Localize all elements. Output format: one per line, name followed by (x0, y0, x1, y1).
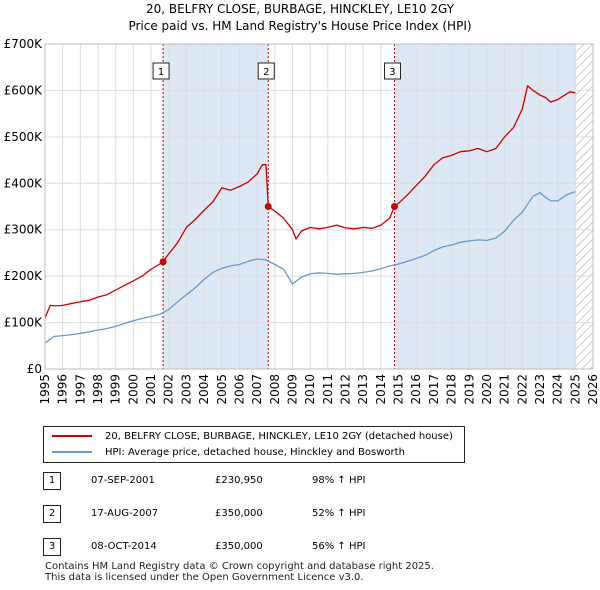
x-tick-label: 2022 (515, 374, 529, 405)
legend-item-price-paid: 20, BELFRY CLOSE, BURBAGE, HINCKLEY, LE1… (44, 428, 453, 444)
legend-label-price-paid: 20, BELFRY CLOSE, BURBAGE, HINCKLEY, LE1… (105, 430, 453, 442)
x-tick-label: 2010 (303, 374, 317, 405)
x-tick-label: 2018 (445, 374, 459, 405)
x-tick-label: 2025 (568, 374, 582, 405)
x-tick-label: 2020 (480, 374, 494, 405)
price-paid-series-line (44, 85, 576, 319)
footer-license: This data is licensed under the Open Gov… (45, 572, 364, 583)
sale-date: 07-SEP-2001 (91, 475, 155, 486)
x-tick-label: 1996 (56, 374, 70, 405)
sale-row: 3 08-OCT-2014 £350,000 56% ↑ HPI (43, 538, 463, 556)
sale-marker-box (257, 62, 275, 80)
sale-row: 1 07-SEP-2001 £230,950 98% ↑ HPI (43, 472, 463, 490)
y-tick-label: £0 (27, 362, 42, 376)
x-tick-label: 2006 (232, 374, 246, 405)
sale-number-badge: 3 (43, 538, 61, 556)
x-tick-label: 2017 (427, 374, 441, 405)
sale-marker-box (383, 62, 401, 80)
x-tick-label: 2013 (356, 374, 370, 405)
legend-swatch-price-paid (52, 435, 92, 437)
x-tick-label: 1995 (38, 374, 52, 405)
legend: 20, BELFRY CLOSE, BURBAGE, HINCKLEY, LE1… (43, 426, 465, 463)
sale-marker-label: 3 (389, 67, 395, 78)
shaded-region (394, 44, 577, 369)
legend-swatch-hpi (52, 451, 92, 453)
sale-price: £350,000 (215, 508, 263, 519)
chart-title: 20, BELFRY CLOSE, BURBAGE, HINCKLEY, LE1… (145, 2, 455, 16)
x-tick-label: 2016 (409, 374, 423, 405)
y-tick-label: £100K (4, 316, 44, 330)
x-tick-label: 2019 (462, 374, 476, 405)
x-tick-label: 1998 (91, 374, 105, 405)
sale-marker-label: 1 (158, 67, 164, 78)
sale-number-badge: 2 (43, 505, 61, 523)
x-tick-label: 2000 (126, 374, 140, 405)
x-tick-label: 2015 (392, 374, 406, 405)
legend-label-hpi: HPI: Average price, detached house, Hinc… (105, 446, 405, 458)
x-tick-label: 2005 (215, 374, 229, 405)
x-tick-label: 2004 (197, 374, 211, 405)
y-tick-label: £500K (4, 130, 44, 144)
x-tick-label: 2009 (285, 374, 299, 405)
x-tick-label: 2024 (551, 374, 565, 405)
chart-subtitle: Price paid vs. HM Land Registry's House … (128, 19, 472, 33)
x-tick-label: 2023 (533, 374, 547, 405)
sale-point (264, 203, 272, 210)
y-tick-label: £200K (4, 269, 44, 283)
future-hatch-region (576, 44, 593, 369)
sale-point (159, 258, 167, 266)
x-tick-label: 2014 (374, 374, 388, 405)
x-tick-label: 2008 (268, 374, 282, 405)
y-tick-label: £400K (4, 176, 44, 190)
x-tick-label: 2012 (339, 374, 353, 405)
y-tick-label: £700K (4, 37, 44, 51)
sale-row: 2 17-AUG-2007 £350,000 52% ↑ HPI (43, 505, 463, 523)
sale-point (390, 203, 398, 210)
sale-marker-label: 2 (263, 67, 269, 78)
plot-frame (44, 43, 594, 370)
x-tick-label: 2021 (498, 374, 512, 405)
y-tick-label: £600K (4, 83, 44, 97)
sale-price: £230,950 (215, 475, 263, 486)
sale-price: £350,000 (215, 541, 263, 552)
sale-date: 17-AUG-2007 (91, 508, 159, 519)
sale-number-badge: 1 (43, 472, 61, 490)
x-tick-label: 1999 (109, 374, 123, 405)
sale-hpi: 52% ↑ HPI (312, 508, 366, 519)
footer-copyright: Contains HM Land Registry data © Crown c… (45, 561, 434, 572)
hpi-series-line (44, 190, 576, 344)
sale-hpi: 56% ↑ HPI (312, 541, 366, 552)
x-tick-label: 2002 (162, 374, 176, 405)
y-tick-label: £300K (4, 223, 44, 237)
x-tick-label: 2026 (586, 374, 600, 405)
x-tick-label: 2007 (250, 374, 264, 405)
sale-marker-box (152, 62, 170, 80)
sale-date: 08-OCT-2014 (91, 541, 157, 552)
x-tick-label: 2011 (321, 374, 335, 405)
x-tick-label: 1997 (73, 374, 87, 405)
shaded-region (163, 44, 269, 369)
legend-item-hpi: HPI: Average price, detached house, Hinc… (44, 444, 405, 460)
price-chart: 1 2 3 £0 £100K £200K £300K £400K £500K £600K £700… (4, 37, 600, 405)
x-tick-label: 2003 (179, 374, 193, 405)
sale-hpi: 98% ↑ HPI (312, 475, 366, 486)
x-tick-label: 2001 (144, 374, 158, 405)
